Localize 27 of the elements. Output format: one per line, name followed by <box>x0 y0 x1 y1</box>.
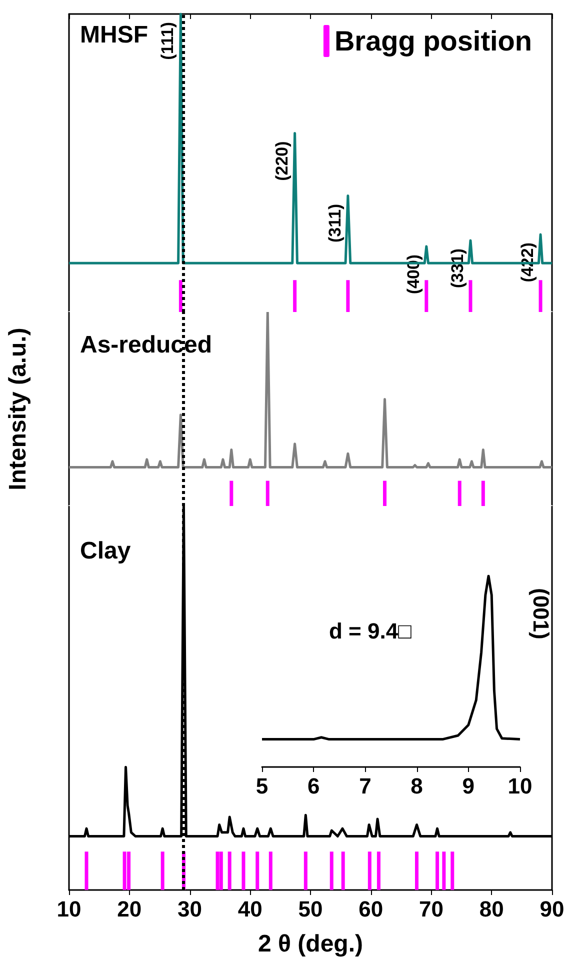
x-tick-label: 70 <box>419 896 444 922</box>
annotation: (331) <box>448 248 467 288</box>
x-tick-label: 6 <box>307 774 320 798</box>
text: Clay <box>80 538 132 564</box>
x-tick-label: 8 <box>410 774 423 798</box>
x-tick-label: 40 <box>238 896 262 922</box>
text: As-reduced <box>80 332 212 358</box>
x-tick-label: 5 <box>256 774 268 798</box>
annotation: (311) <box>325 204 344 243</box>
x-tick-label: 9 <box>462 774 475 798</box>
annotation: (220) <box>272 141 292 181</box>
legend-label: Bragg position <box>334 26 532 56</box>
x-axis-title: 2 θ (deg.) <box>258 930 363 958</box>
x-tick-label: 10 <box>508 774 532 798</box>
x-tick-label: 50 <box>298 896 323 922</box>
x-tick-label: 7 <box>359 774 372 798</box>
x-tick-label: 20 <box>117 896 142 922</box>
x-tick-label: 80 <box>479 896 504 922</box>
x-tick-label: 90 <box>540 896 564 922</box>
y-axis-title: Intensity (a.u.) <box>4 328 32 490</box>
x-tick-label: 10 <box>56 896 82 922</box>
chart-title: MHSF <box>80 22 148 48</box>
x-tick-label: 30 <box>178 896 202 922</box>
annotation: (111) <box>158 22 178 60</box>
annotation: d = 9.4□ <box>329 618 412 644</box>
annotation: (001) <box>528 588 554 640</box>
x-tick-label: 60 <box>358 896 384 922</box>
